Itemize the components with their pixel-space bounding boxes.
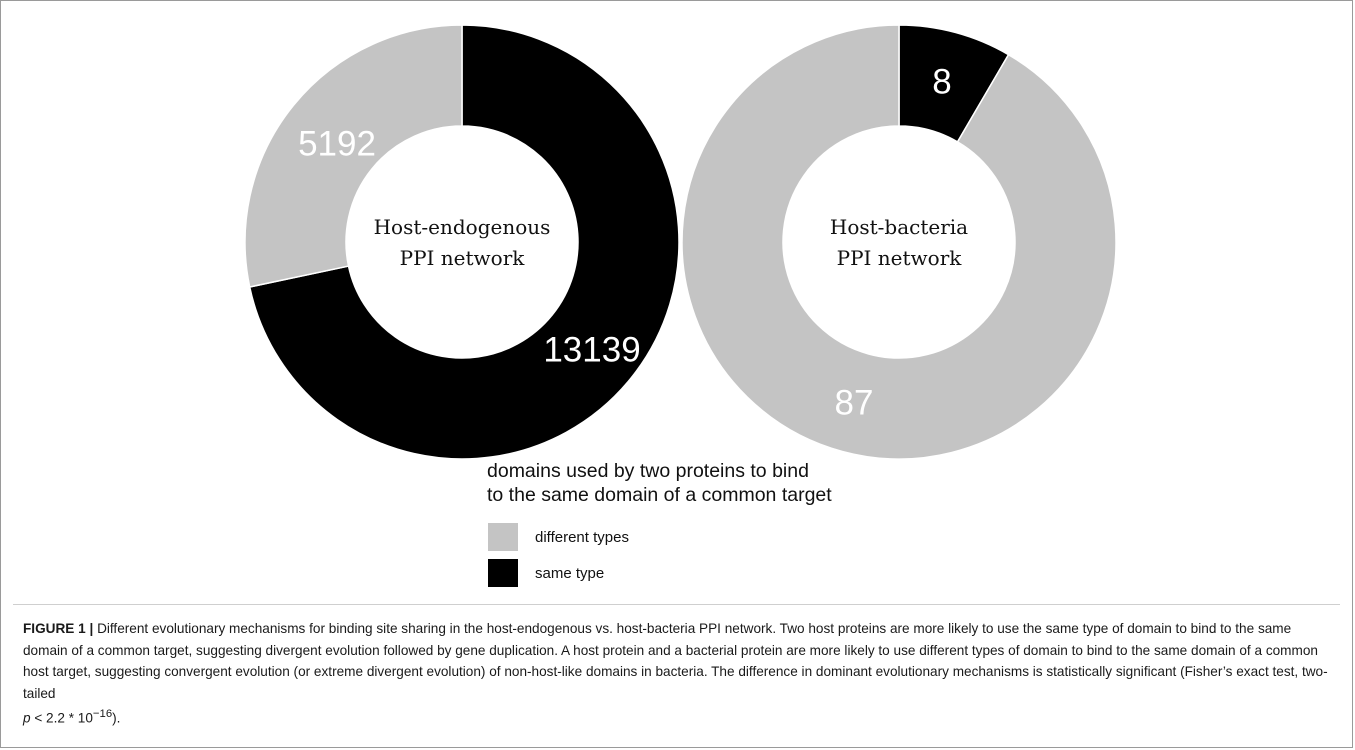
figure-caption: FIGURE 1 | Different evolutionary mechan…	[23, 618, 1337, 729]
donut-2-label-same: 8	[932, 63, 951, 102]
donut-chart-2: 8 87 Host-bacteria PPI network	[681, 24, 1117, 460]
donut-1-slice-different	[244, 24, 463, 288]
caption-p-end: ).	[112, 710, 121, 726]
donut-2-center-title-line-2: PPI network	[837, 246, 963, 270]
donut-charts: 13139 5192 Host-endogenous PPI network 8 87 Ho…	[244, 24, 1117, 460]
donut-2-slice-different	[681, 24, 1117, 460]
legend-label-different-types: different types	[535, 528, 629, 546]
caption-p-expression: < 2.2 * 10	[30, 710, 93, 726]
donut-1-label-different: 5192	[298, 125, 376, 164]
donut-1-label-same: 13139	[543, 331, 640, 370]
legend-item-different-types: different types	[488, 523, 629, 551]
donut-chart-1: 13139 5192 Host-endogenous PPI network	[244, 24, 680, 460]
donut-1-center-title-line-2: PPI network	[400, 246, 526, 270]
caption-p-exponent: −16	[92, 708, 113, 720]
donut-1-slice-same	[248, 24, 680, 460]
legend-item-same-type: same type	[488, 559, 604, 587]
legend-swatch-same-type	[488, 559, 518, 587]
legend-label-same-type: same type	[535, 564, 605, 582]
legend-swatch-different-types	[488, 523, 518, 551]
caption-text: Different evolutionary mechanisms for bi…	[23, 621, 1328, 701]
caption-divider	[13, 604, 1340, 605]
legend-title: domains used by two proteins to bind to …	[487, 459, 947, 507]
caption-p-symbol: p	[23, 710, 31, 726]
legend-title-line-1: domains used by two proteins to bind	[487, 460, 809, 482]
donut-2-label-different: 87	[835, 384, 874, 423]
donut-2-center-title-line-1: Host-bacteria	[830, 215, 968, 239]
legend-title-line-2: to the same domain of a common target	[487, 484, 832, 506]
caption-label: FIGURE 1 |	[23, 621, 94, 636]
donut-1-center-title-line-1: Host-endogenous	[374, 215, 551, 239]
